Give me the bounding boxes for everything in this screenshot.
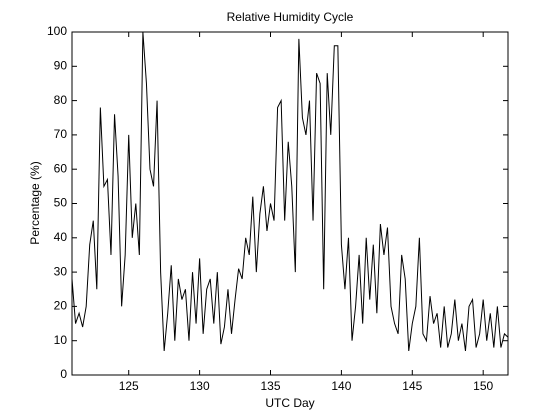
- y-tick-label: 20: [54, 299, 68, 313]
- x-tick-label: 150: [473, 379, 493, 393]
- y-tick-label: 80: [54, 93, 68, 107]
- y-tick-label: 50: [54, 196, 68, 210]
- y-tick-label: 90: [54, 58, 68, 72]
- y-tick-label: 100: [47, 24, 67, 38]
- chart-title: Relative Humidity Cycle: [227, 10, 354, 24]
- y-tick-label: 10: [54, 333, 68, 347]
- y-tick-label: 70: [54, 127, 68, 141]
- x-tick-label: 125: [119, 379, 139, 393]
- y-tick-label: 30: [54, 264, 68, 278]
- x-tick-label: 135: [260, 379, 280, 393]
- x-axis-label: UTC Day: [265, 396, 314, 410]
- x-tick-label: 140: [331, 379, 351, 393]
- y-tick-label: 40: [54, 230, 68, 244]
- data-line: [71, 31, 509, 352]
- y-axis-label: Percentage (%): [28, 161, 42, 244]
- y-tick-label: 0: [60, 367, 67, 381]
- x-tick-label: 130: [190, 379, 210, 393]
- y-tick-label: 60: [54, 161, 68, 175]
- axes-box: [71, 31, 509, 376]
- x-tick-label: 145: [402, 379, 422, 393]
